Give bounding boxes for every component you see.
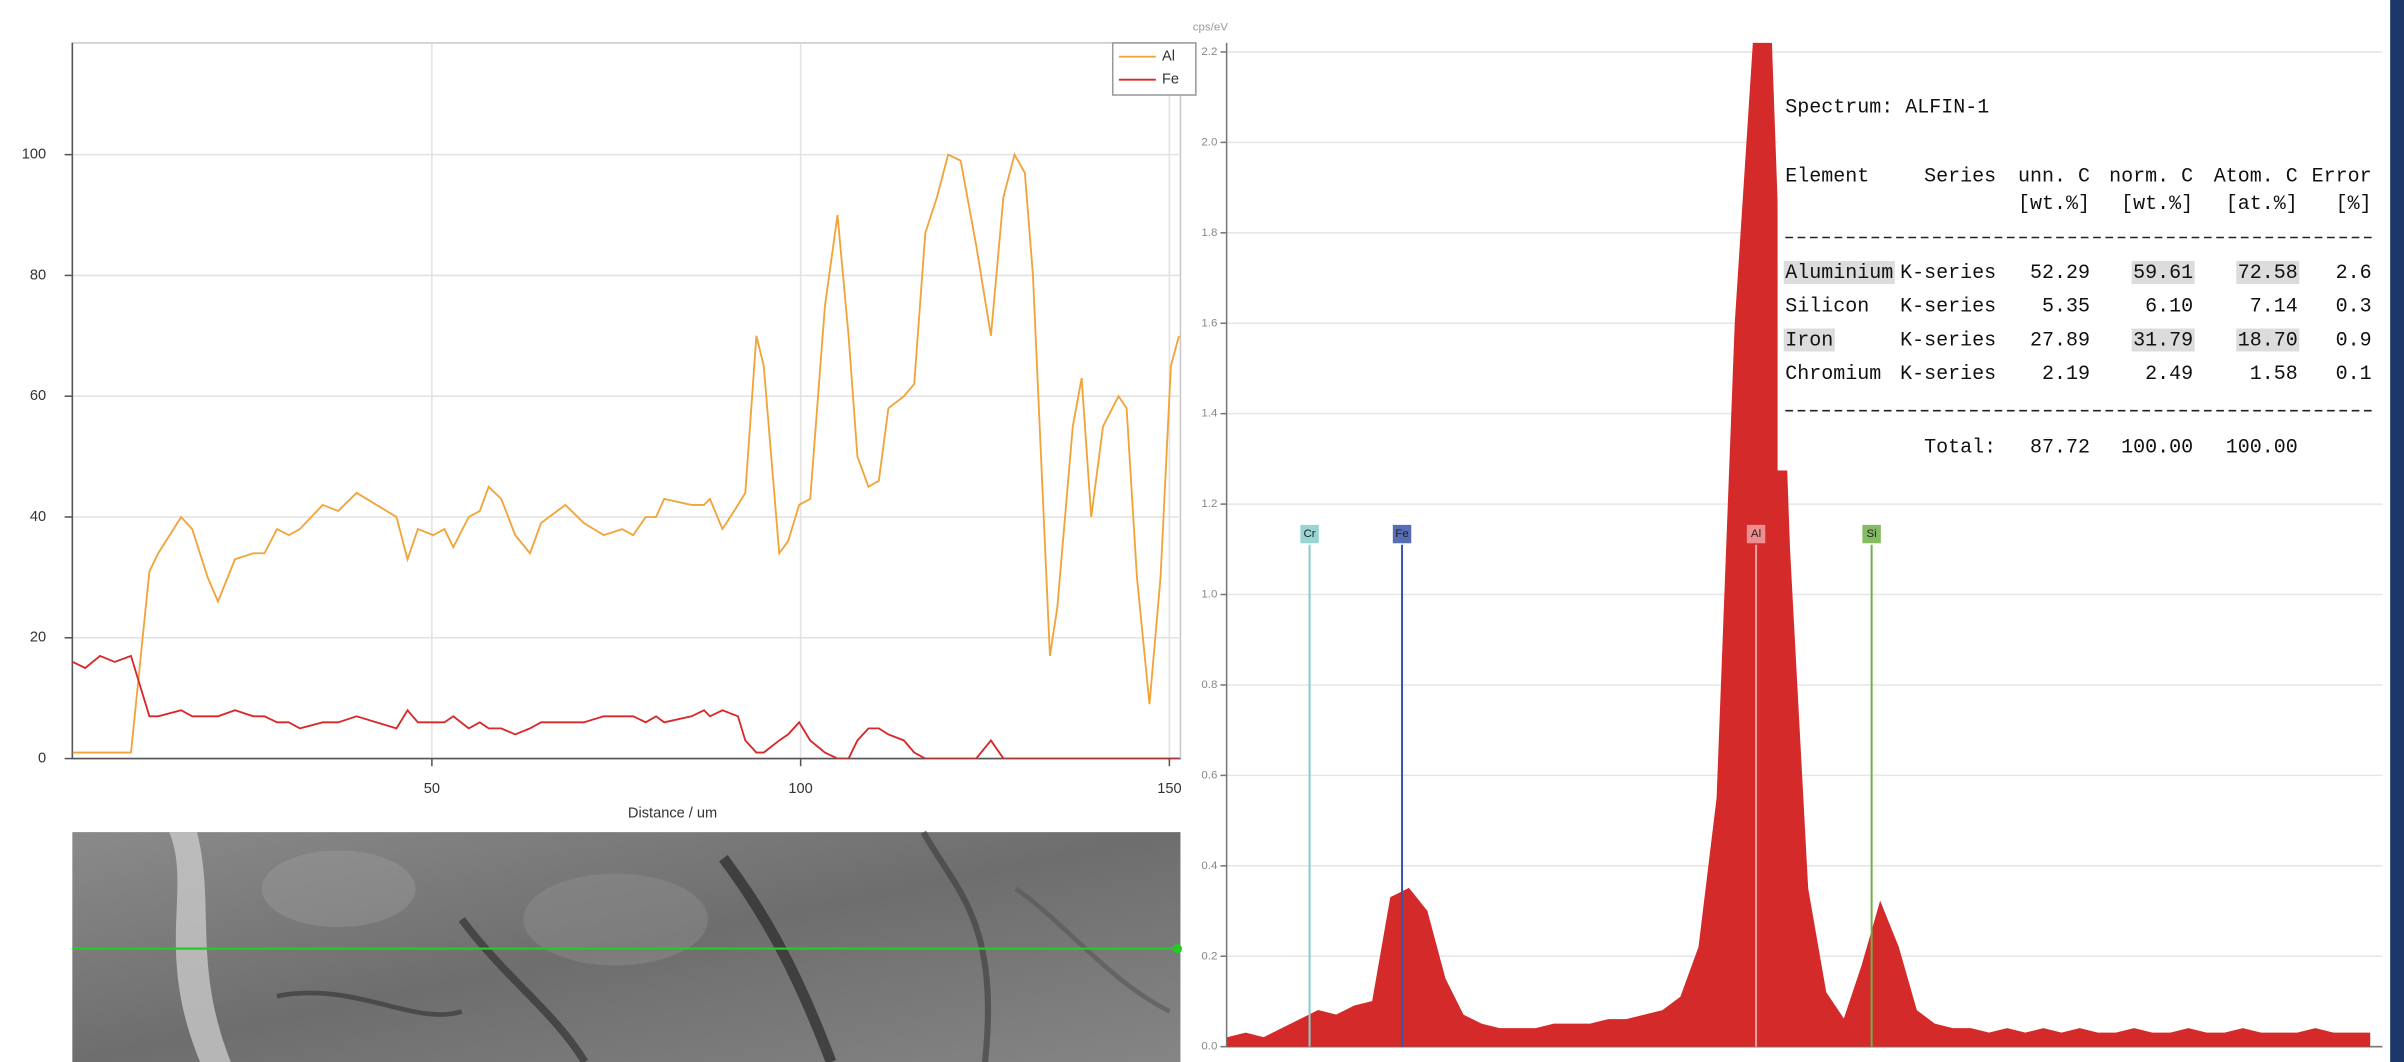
table-cell: 0.3 — [2336, 295, 2372, 318]
frame-border — [2390, 0, 2404, 1062]
y-tick-label: 1.2 — [1201, 498, 1217, 510]
table-cell: 52.29 — [2030, 261, 2090, 284]
x-axis-label: Distance / um — [628, 806, 717, 822]
total-value: 87.72 — [2030, 436, 2090, 459]
element-label: Fe — [1395, 528, 1408, 540]
legend-label: Al — [1162, 49, 1175, 65]
table-cell: 7.14 — [2250, 295, 2298, 318]
table-cell: 2.19 — [2042, 362, 2090, 385]
legend-box — [1113, 43, 1196, 95]
table-cell: K-series — [1900, 362, 1996, 385]
column-unit: [%] — [2336, 192, 2372, 215]
element-label: Al — [1751, 528, 1761, 540]
table-cell: Aluminium — [1785, 261, 1893, 284]
column-header: Atom. C — [2214, 165, 2298, 188]
table-cell: 2.6 — [2336, 261, 2372, 284]
table-cell: 18.70 — [2238, 328, 2298, 351]
y-tick-label: 1.0 — [1201, 589, 1217, 601]
x-tick-label: 100 — [788, 781, 812, 797]
y-tick-label: 100 — [22, 146, 46, 162]
column-header: Element — [1785, 165, 1869, 188]
table-cell: 0.9 — [2336, 328, 2372, 351]
column-unit: [at.%] — [2226, 192, 2298, 215]
y-tick-label: 1.4 — [1201, 408, 1218, 420]
x-tick-label: 50 — [424, 781, 440, 797]
y-tick-label: 0 — [38, 750, 46, 766]
table-cell: K-series — [1900, 295, 1996, 318]
table-cell: 59.61 — [2133, 261, 2193, 284]
page: {"chart_data": [ {"type": "line", "xlabe… — [0, 0, 2404, 1062]
y-tick-label: 1.6 — [1201, 317, 1217, 329]
table-cell: K-series — [1900, 328, 1996, 351]
table-cell: Silicon — [1785, 295, 1869, 318]
total-value: 100.00 — [2226, 436, 2298, 459]
table-cell: K-series — [1900, 261, 1996, 284]
y-tick-label: 2.0 — [1201, 136, 1217, 148]
column-header: norm. C — [2109, 165, 2193, 188]
y-tick-label: 0.2 — [1201, 950, 1217, 962]
total-label: Total: — [1924, 436, 1996, 459]
total-value: 100.00 — [2121, 436, 2193, 459]
legend-label: Fe — [1162, 72, 1179, 88]
table-cell: Iron — [1785, 328, 1833, 351]
column-header: Series — [1924, 165, 1996, 188]
y-tick-label: 1.8 — [1201, 227, 1217, 239]
table-cell: 27.89 — [2030, 328, 2090, 351]
x-tick-label: 150 — [1157, 781, 1181, 797]
y-tick-label: 0.8 — [1201, 679, 1217, 691]
y-tick-label: 60 — [30, 388, 46, 404]
table-title: Spectrum: ALFIN-1 — [1785, 96, 1989, 119]
y-tick-label: 0.6 — [1201, 769, 1217, 781]
element-label: Si — [1866, 528, 1876, 540]
table-cell: 5.35 — [2042, 295, 2090, 318]
table-cell: 31.79 — [2133, 328, 2193, 351]
column-header: unn. C — [2018, 165, 2090, 188]
y-tick-label: 80 — [30, 267, 46, 283]
y-tick-label: 0.0 — [1201, 1041, 1217, 1053]
column-unit: [wt.%] — [2121, 192, 2193, 215]
table-cell: 0.1 — [2336, 362, 2372, 385]
plot-area — [72, 43, 1180, 759]
y-axis-label: cps/eV — [1193, 22, 1229, 34]
table-cell: 72.58 — [2238, 261, 2298, 284]
y-tick-label: 0.4 — [1201, 860, 1218, 872]
table-cell: 2.49 — [2145, 362, 2193, 385]
table-cell: Chromium — [1785, 362, 1881, 385]
screen: 0 20 40 60 80 100 50 100 150 Distance / um Al Fe 0.0… — [0, 0, 2404, 1062]
y-tick-label: 2.2 — [1201, 46, 1217, 58]
column-header: Error — [2312, 165, 2372, 188]
y-tick-label: 40 — [30, 509, 46, 525]
table-cell: 1.58 — [2250, 362, 2298, 385]
sem-image — [72, 832, 1182, 1062]
element-label: Cr — [1303, 528, 1315, 540]
column-unit: [wt.%] — [2018, 192, 2090, 215]
table-cell: 6.10 — [2145, 295, 2193, 318]
y-tick-label: 20 — [30, 630, 46, 646]
